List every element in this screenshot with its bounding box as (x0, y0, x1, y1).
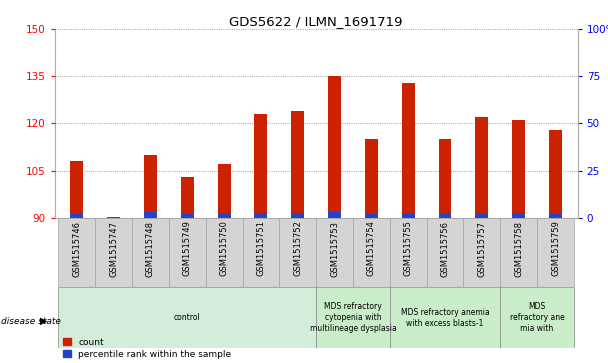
FancyBboxPatch shape (463, 218, 500, 287)
Bar (438, 139, 452, 218)
FancyBboxPatch shape (58, 218, 95, 287)
Bar (438, 213, 452, 218)
Bar (218, 164, 230, 218)
FancyBboxPatch shape (537, 218, 574, 287)
Bar (328, 212, 341, 218)
Bar (107, 217, 120, 218)
Text: MDS refractory anemia
with excess blasts-1: MDS refractory anemia with excess blasts… (401, 307, 489, 328)
Bar (512, 120, 525, 218)
FancyBboxPatch shape (206, 218, 243, 287)
Text: GSM1515754: GSM1515754 (367, 221, 376, 277)
FancyBboxPatch shape (95, 218, 132, 287)
Text: GSM1515755: GSM1515755 (404, 221, 413, 277)
Bar (549, 130, 562, 218)
Text: control: control (174, 313, 201, 322)
Text: GSM1515748: GSM1515748 (146, 221, 155, 277)
Text: GSM1515753: GSM1515753 (330, 221, 339, 277)
Bar (291, 111, 304, 218)
FancyBboxPatch shape (58, 287, 316, 348)
Bar (328, 76, 341, 218)
Text: GSM1515757: GSM1515757 (477, 221, 486, 277)
FancyBboxPatch shape (390, 287, 500, 348)
Text: GSM1515750: GSM1515750 (219, 221, 229, 277)
FancyBboxPatch shape (500, 218, 537, 287)
FancyBboxPatch shape (500, 287, 574, 348)
Bar (402, 213, 415, 218)
Text: GSM1515746: GSM1515746 (72, 221, 81, 277)
Bar (255, 114, 268, 218)
Bar (144, 155, 157, 218)
Text: GSM1515756: GSM1515756 (441, 221, 449, 277)
FancyBboxPatch shape (316, 218, 353, 287)
FancyBboxPatch shape (279, 218, 316, 287)
Text: GSM1515747: GSM1515747 (109, 221, 118, 277)
Bar (475, 117, 488, 218)
Text: disease state: disease state (1, 317, 60, 326)
Bar (255, 213, 268, 218)
Text: GSM1515758: GSM1515758 (514, 221, 523, 277)
Text: GSM1515751: GSM1515751 (257, 221, 266, 277)
Bar (144, 212, 157, 218)
Text: MDS refractory
cytopenia with
multilineage dysplasia: MDS refractory cytopenia with multilinea… (309, 302, 396, 333)
Text: MDS
refractory ane
mia with: MDS refractory ane mia with (510, 302, 564, 333)
Bar (512, 213, 525, 218)
FancyBboxPatch shape (353, 218, 390, 287)
FancyBboxPatch shape (390, 218, 427, 287)
Bar (71, 161, 83, 218)
FancyBboxPatch shape (243, 218, 279, 287)
Bar (71, 214, 83, 218)
Text: GSM1515752: GSM1515752 (293, 221, 302, 277)
Text: ▶: ▶ (40, 316, 47, 326)
FancyBboxPatch shape (316, 287, 390, 348)
FancyBboxPatch shape (427, 218, 463, 287)
FancyBboxPatch shape (132, 218, 169, 287)
Bar (549, 214, 562, 218)
Text: GSM1515749: GSM1515749 (183, 221, 192, 277)
Legend: count, percentile rank within the sample: count, percentile rank within the sample (59, 334, 235, 362)
Bar (181, 214, 194, 218)
Bar (365, 214, 378, 218)
Bar (475, 213, 488, 218)
FancyBboxPatch shape (169, 218, 206, 287)
Bar (181, 177, 194, 218)
Bar (365, 139, 378, 218)
Title: GDS5622 / ILMN_1691719: GDS5622 / ILMN_1691719 (229, 15, 403, 28)
Bar (402, 82, 415, 218)
Bar (218, 214, 230, 218)
Text: GSM1515759: GSM1515759 (551, 221, 560, 277)
Bar (291, 213, 304, 218)
